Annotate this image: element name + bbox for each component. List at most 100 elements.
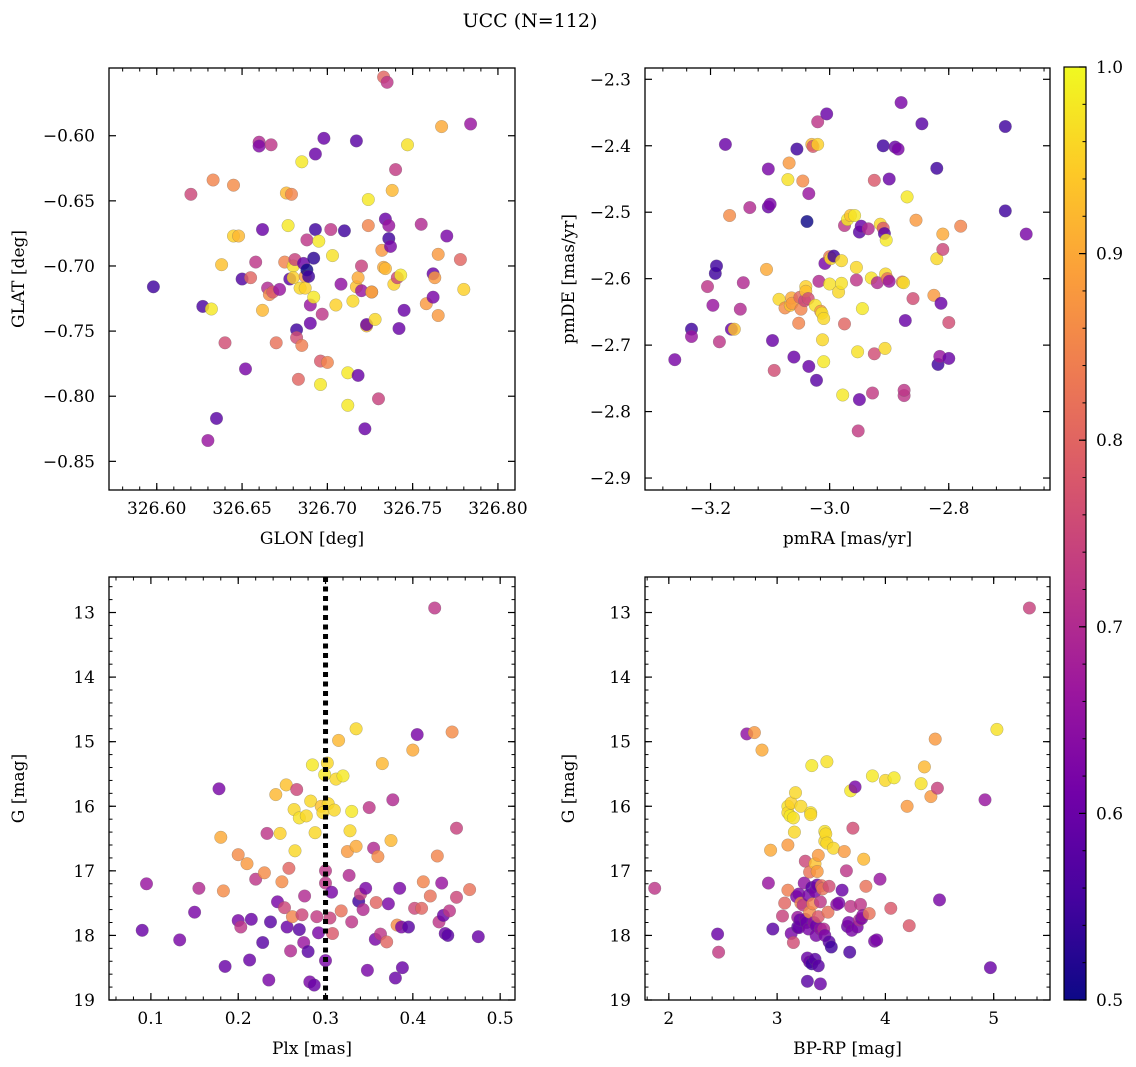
data-point: [954, 219, 968, 233]
data-point: [310, 910, 324, 924]
data-point: [371, 850, 385, 864]
data-point: [867, 173, 881, 187]
colorbar-tick-label: 0.6: [1096, 804, 1123, 824]
data-point: [351, 368, 365, 382]
data-point: [767, 363, 781, 377]
data-point: [243, 953, 257, 967]
data-point: [990, 722, 1004, 736]
panel-1: 326.60 326.65 326.70 326.75 326.80 −0.60 −0.65…: [9, 67, 528, 549]
data-point: [336, 769, 350, 783]
data-point: [450, 890, 464, 904]
y-tick-label: −0.70: [43, 257, 95, 277]
data-point: [397, 303, 411, 317]
data-point: [736, 276, 750, 290]
y-tick-label: −2.7: [590, 336, 631, 356]
data-point: [362, 801, 376, 815]
data-point: [787, 350, 801, 364]
data-point: [824, 940, 838, 954]
data-point: [431, 309, 445, 323]
y-tick-label: −2.9: [590, 469, 631, 489]
y-tick-label: −2.4: [590, 137, 631, 157]
data-point: [356, 903, 370, 917]
data-point: [269, 336, 283, 350]
data-point: [859, 879, 873, 893]
data-point: [256, 303, 270, 317]
data-point: [838, 317, 852, 331]
data-point: [392, 322, 406, 336]
data-point: [431, 247, 445, 261]
data-point: [389, 163, 403, 177]
data-point: [302, 269, 316, 283]
data-point: [324, 222, 338, 236]
data-point: [273, 826, 287, 840]
x-tick-label: 326.75: [383, 499, 442, 519]
data-point: [879, 233, 893, 247]
y-axis-label: pmDE [mas/yr]: [559, 214, 579, 344]
data-point: [851, 345, 865, 359]
data-point: [804, 808, 818, 822]
y-tick-label: −0.80: [43, 387, 95, 407]
data-point: [284, 944, 298, 958]
data-point: [372, 392, 386, 406]
data-point: [428, 271, 442, 285]
data-point: [307, 978, 321, 992]
data-point: [388, 971, 402, 985]
x-tick-label: 5: [988, 1009, 999, 1029]
x-tick-label: 326.70: [298, 499, 357, 519]
panel-3: 0.1 0.2 0.3 0.4 0.5 13 14 15 16 17 18 19 Plx [mas] G …: [9, 576, 516, 1059]
data-point: [887, 771, 901, 785]
data-point: [862, 907, 876, 921]
data-point: [361, 192, 375, 206]
data-point: [257, 866, 271, 880]
data-point: [820, 755, 834, 769]
colorbar-gradient-bar: [1064, 67, 1086, 1000]
data-point: [308, 222, 322, 236]
data-point: [930, 781, 944, 795]
data-point: [307, 251, 321, 265]
data-point: [349, 839, 363, 853]
data-point: [870, 933, 884, 947]
data-point: [188, 905, 202, 919]
data-point: [343, 824, 357, 838]
data-point: [327, 803, 341, 817]
data-point: [917, 760, 931, 774]
data-point: [369, 896, 383, 910]
data-point: [998, 119, 1012, 133]
data-point: [760, 262, 774, 276]
data-point: [778, 896, 792, 910]
data-point: [320, 355, 334, 369]
data-point: [212, 782, 226, 796]
data-point: [813, 895, 827, 909]
x-axis-label: GLON [deg]: [260, 529, 364, 549]
data-point: [457, 282, 471, 296]
data-point: [839, 864, 853, 878]
y-tick-label: −0.65: [43, 192, 95, 212]
data-point: [445, 725, 459, 739]
data-point: [303, 316, 317, 330]
x-tick-label: −3.2: [690, 499, 731, 519]
data-point: [315, 307, 329, 321]
data-point: [184, 187, 198, 201]
data-point: [443, 904, 457, 918]
x-tick-label: 0.1: [137, 1009, 164, 1029]
data-point: [394, 268, 408, 282]
data-point: [345, 915, 359, 929]
data-point: [295, 338, 309, 352]
data-point: [402, 920, 416, 934]
data-point: [368, 312, 382, 326]
data-point: [851, 424, 865, 438]
data-point: [897, 383, 911, 397]
data-point: [441, 928, 455, 942]
data-point: [882, 172, 896, 186]
data-point: [706, 298, 720, 312]
data-point: [723, 208, 737, 222]
data-point: [295, 155, 309, 169]
data-point: [216, 884, 230, 898]
data-point: [1019, 227, 1033, 241]
y-tick-label: 16: [609, 797, 631, 817]
data-point: [786, 936, 800, 950]
data-point: [406, 743, 420, 757]
x-tick-label: 2: [663, 1009, 674, 1029]
data-point: [264, 138, 278, 152]
data-point: [135, 923, 149, 937]
